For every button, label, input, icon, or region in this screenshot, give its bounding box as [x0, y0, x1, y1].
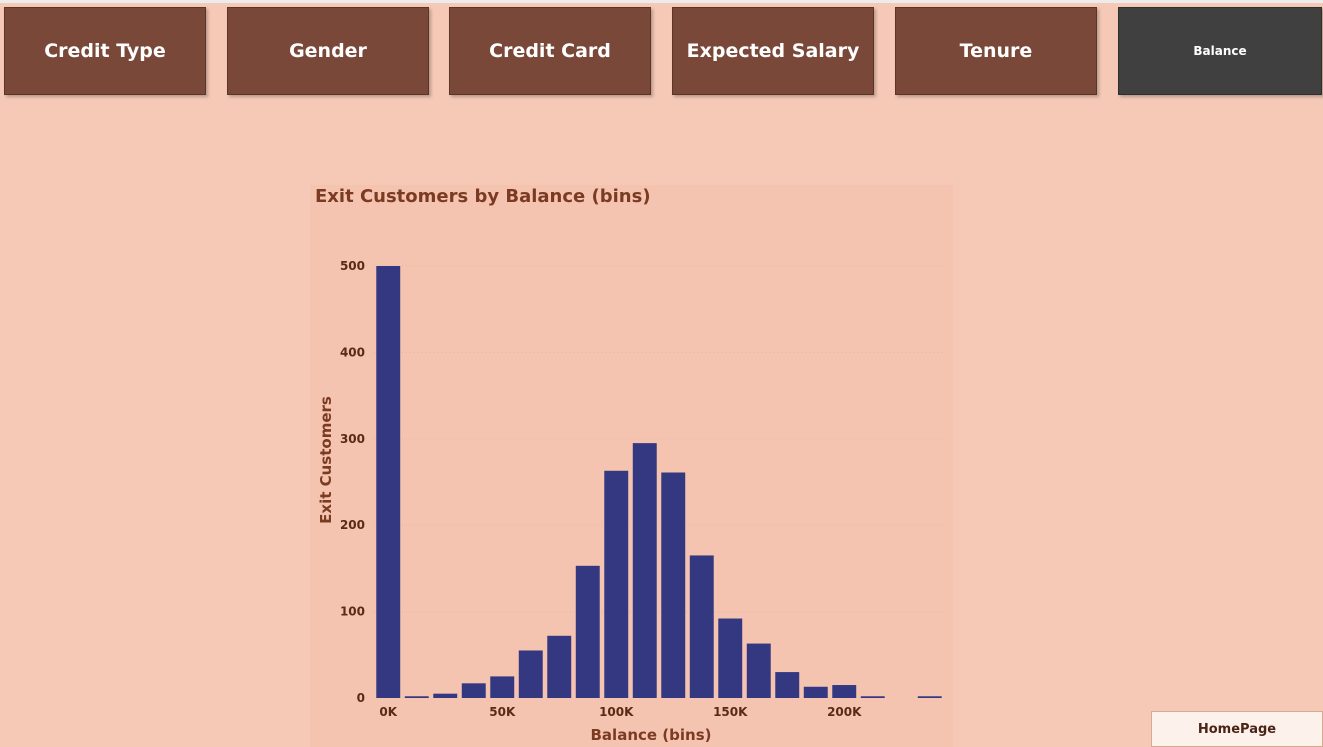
- nav-button-expected-salary[interactable]: Expected Salary: [672, 7, 874, 95]
- histogram-bar: [718, 618, 743, 698]
- histogram-bar: [490, 676, 515, 698]
- x-tick-label: 0K: [379, 705, 397, 719]
- x-tick-label: 150K: [713, 705, 748, 719]
- histogram-bar: [860, 696, 885, 698]
- y-tick-label: 100: [340, 605, 365, 619]
- y-tick-label: 0: [357, 691, 365, 705]
- histogram-bar: [775, 672, 800, 698]
- histogram-bar: [461, 683, 486, 698]
- chart-title: Exit Customers by Balance (bins): [315, 186, 651, 207]
- chart-panel: [310, 185, 953, 747]
- histogram-bar: [832, 685, 857, 698]
- x-axis-title: Balance (bins): [591, 726, 712, 744]
- histogram-bar: [803, 686, 828, 698]
- histogram-bar: [547, 635, 572, 698]
- histogram-bar: [518, 650, 543, 698]
- histogram-bar: [689, 555, 714, 698]
- homepage-button[interactable]: HomePage: [1151, 711, 1323, 747]
- histogram-bar: [917, 696, 942, 698]
- x-tick-label: 50K: [489, 705, 516, 719]
- nav-button-gender[interactable]: Gender: [227, 7, 429, 95]
- x-tick-label: 100K: [599, 705, 634, 719]
- histogram-bar: [661, 472, 686, 698]
- y-tick-label: 300: [340, 432, 365, 446]
- histogram-bar: [575, 565, 600, 698]
- x-tick-label: 200K: [827, 705, 862, 719]
- y-tick-label: 500: [340, 259, 365, 273]
- y-tick-label: 400: [340, 345, 365, 359]
- y-axis-title: Exit Customers: [317, 396, 335, 524]
- histogram-bar: [746, 643, 771, 698]
- nav-button-tenure[interactable]: Tenure: [895, 7, 1097, 95]
- nav-button-balance[interactable]: Balance: [1118, 7, 1322, 95]
- histogram-bar: [632, 443, 657, 698]
- window-top-strip: [0, 0, 1323, 3]
- y-tick-label: 200: [340, 518, 365, 532]
- histogram-bar: [433, 693, 458, 698]
- nav-button-credit-type[interactable]: Credit Type: [4, 7, 206, 95]
- histogram-bar: [604, 470, 629, 698]
- histogram-bar: [404, 696, 429, 698]
- nav-button-credit-card[interactable]: Credit Card: [449, 7, 651, 95]
- histogram-bar: [376, 266, 401, 698]
